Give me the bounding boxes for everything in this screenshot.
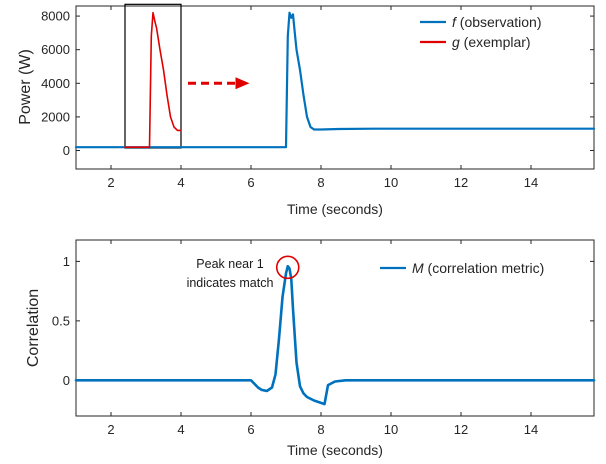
power-series (74, 11, 596, 149)
x-tick-label: 2 (107, 175, 114, 190)
x-tick-label: 12 (454, 175, 468, 190)
legend-entry-f: f (observation) (452, 14, 541, 30)
y-tick-label: 2000 (41, 109, 70, 124)
x-tick-label: 8 (317, 175, 324, 190)
correlation-series (74, 264, 596, 406)
y-tick-label: 6000 (41, 42, 70, 57)
x-tick-label: 10 (384, 422, 398, 437)
x-tick-label: 4 (177, 175, 184, 190)
x-tick-label: 14 (524, 175, 538, 190)
power-y-axis-label: Power (W) (17, 49, 34, 125)
correlation-legend: M (correlation metric) (380, 260, 544, 276)
correlation-y-axis-label: Correlation (25, 289, 42, 367)
y-tick-label: 0 (63, 143, 70, 158)
peak-annotation-line-2: indicates match (187, 276, 274, 290)
y-tick-label: 0.5 (52, 313, 70, 328)
series-line-g (124, 11, 182, 148)
power-x-axis-label: Time (seconds) (287, 201, 383, 217)
y-tick-label: 8000 (41, 9, 70, 24)
x-tick-label: 12 (454, 422, 468, 437)
power-ticks: 2 4 6 8 10 12 14 0 2000 4000 6000 8000 (41, 6, 594, 190)
x-tick-label: 4 (177, 422, 184, 437)
series-line-M (74, 264, 596, 406)
x-tick-label: 10 (384, 175, 398, 190)
power-panel: 2 4 6 8 10 12 14 0 2000 4000 6000 8000 Time (second… (17, 3, 596, 217)
power-plot-area (75, 5, 595, 170)
series-line-f (74, 11, 596, 149)
peak-circle (275, 255, 300, 280)
x-tick-label: 6 (247, 422, 254, 437)
correlation-plot-area (75, 239, 595, 417)
legend-entry-M: M (correlation metric) (412, 260, 544, 276)
x-tick-label: 14 (524, 422, 538, 437)
x-tick-label: 6 (247, 175, 254, 190)
legend-entry-g: g (exemplar) (452, 34, 531, 50)
y-tick-label: 0 (63, 373, 70, 388)
shift-arrow-head (235, 77, 250, 90)
peak-annotation-line-1: Peak near 1 (196, 257, 263, 271)
power-legend: f (observation) g (exemplar) (420, 14, 541, 50)
correlation-x-axis-label: Time (seconds) (287, 442, 383, 458)
y-tick-label: 4000 (41, 76, 70, 91)
x-tick-label: 8 (317, 422, 324, 437)
y-tick-label: 1 (63, 254, 70, 269)
correlation-panel: 2 4 6 8 10 12 14 0 0.5 1 Peak near 1 indicates ma… (25, 239, 596, 458)
x-tick-label: 2 (107, 422, 114, 437)
